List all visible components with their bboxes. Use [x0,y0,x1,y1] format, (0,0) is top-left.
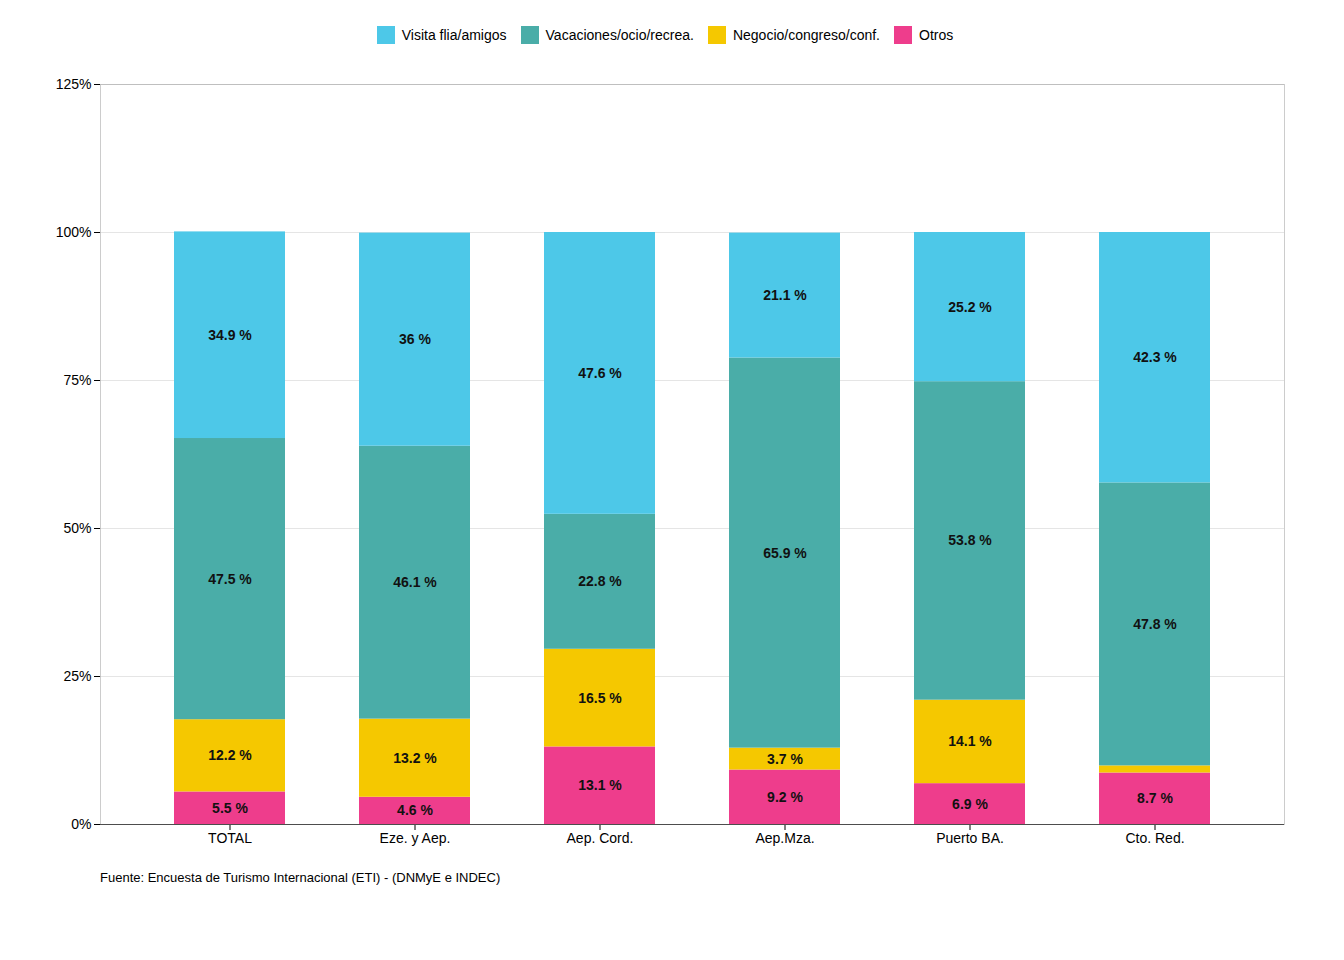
svg-text:13.2 %: 13.2 % [393,750,437,766]
html-text:Otros: Otros [919,26,954,43]
svg-text:0%: 0% [71,816,91,832]
svg-text:13.1 %: 13.1 % [578,777,622,793]
svg-text:42.3 %: 42.3 % [1133,349,1177,365]
svg-text:25%: 25% [63,668,91,684]
svg-text:36 %: 36 % [399,331,431,347]
svg-text:65.9 %: 65.9 % [763,545,807,561]
svg-text:47.5 %: 47.5 % [208,571,252,587]
svg-text:47.8 %: 47.8 % [1133,616,1177,632]
html-text:Vacaciones/ocio/recrea.: Vacaciones/ocio/recrea. [545,26,694,43]
svg-text:6.9 %: 6.9 % [952,796,988,812]
svg-text:9.2 %: 9.2 % [767,789,803,805]
html-text:Fuente: Encuesta de Turismo In: Fuente: Encuesta de Turismo Internaciona… [100,870,501,885]
svg-text:22.8 %: 22.8 % [578,573,622,589]
html-text:Visita flia/amigos: Visita flia/amigos [401,26,507,43]
svg-text:53.8 %: 53.8 % [948,532,992,548]
svg-text:8.7 %: 8.7 % [1137,790,1173,806]
svg-text:47.6 %: 47.6 % [578,365,622,381]
svg-text:4.6 %: 4.6 % [397,802,433,818]
svg-text:46.1 %: 46.1 % [393,574,437,590]
svg-text:Puerto BA.: Puerto BA. [936,830,1004,846]
svg-text:21.1 %: 21.1 % [763,287,807,303]
svg-text:14.1 %: 14.1 % [948,733,992,749]
svg-text:5.5 %: 5.5 % [212,800,248,816]
svg-text:Cto. Red.: Cto. Red. [1125,830,1184,846]
svg-text:34.9 %: 34.9 % [208,327,252,343]
svg-text:100%: 100% [56,224,92,240]
svg-text:Eze. y Aep.: Eze. y Aep. [380,830,451,846]
svg-text:3.7 %: 3.7 % [767,751,803,767]
svg-text:Aep. Cord.: Aep. Cord. [567,830,634,846]
svg-text:TOTAL: TOTAL [208,830,252,846]
svg-text:50%: 50% [63,520,91,536]
svg-text:Aep.Mza.: Aep.Mza. [755,830,814,846]
svg-text:75%: 75% [63,372,91,388]
svg-text:125%: 125% [56,76,92,92]
svg-text:25.2 %: 25.2 % [948,299,992,315]
svg-text:12.2 %: 12.2 % [208,747,252,763]
html-text:Negocio/congreso/conf.: Negocio/congreso/conf. [732,26,880,43]
svg-text:16.5 %: 16.5 % [578,690,622,706]
